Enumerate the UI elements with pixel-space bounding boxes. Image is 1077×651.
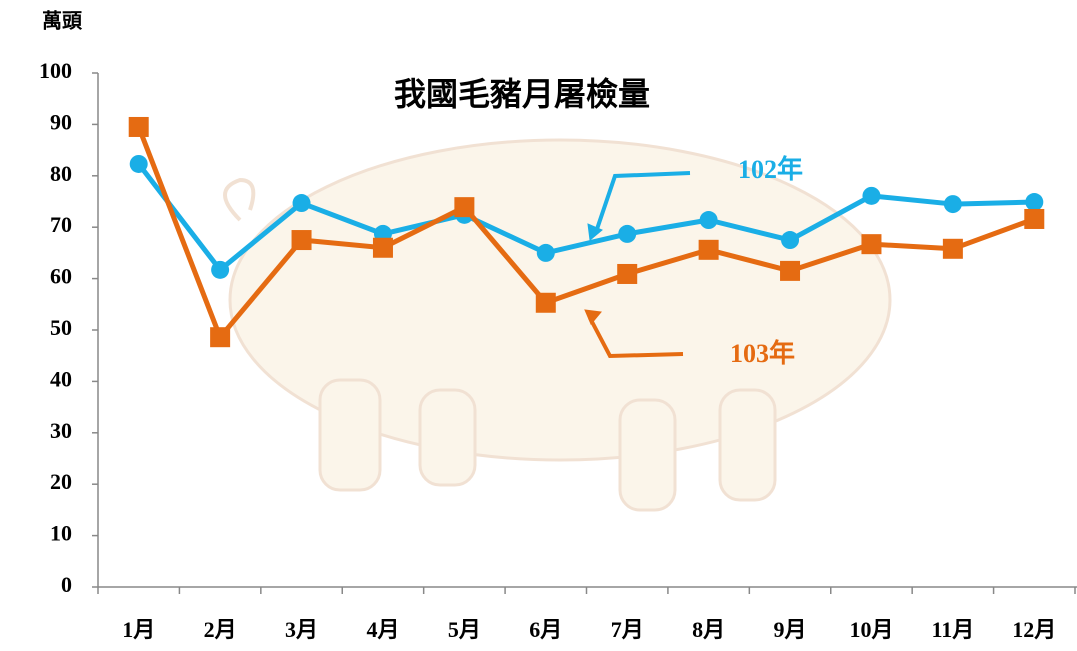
- series-label: 102年: [738, 154, 803, 184]
- y-tick-label: 60: [50, 264, 72, 289]
- x-tick-label: 11月: [931, 617, 974, 642]
- marker: [292, 194, 311, 213]
- x-tick-label: 8月: [692, 617, 725, 642]
- y-tick-label: 10: [50, 521, 72, 546]
- marker: [535, 292, 556, 313]
- x-tick-label: 2月: [204, 617, 237, 642]
- marker: [943, 195, 962, 214]
- y-tick-label: 40: [50, 366, 72, 391]
- marker: [780, 260, 801, 281]
- x-tick-label: 3月: [285, 617, 318, 642]
- chart-title: 我國毛豬月屠檢量: [394, 75, 650, 113]
- x-tick-label: 1月: [122, 617, 155, 642]
- y-axis-label: 萬頭: [42, 9, 83, 33]
- x-tick-label: 6月: [529, 617, 562, 642]
- y-tick-label: 80: [50, 161, 72, 186]
- marker: [1024, 208, 1045, 229]
- marker: [454, 197, 475, 218]
- series-line: [136, 126, 1036, 340]
- marker: [942, 238, 963, 259]
- series-label: 103年: [730, 338, 795, 368]
- marker: [372, 237, 393, 258]
- marker: [699, 211, 718, 230]
- marker: [210, 327, 231, 348]
- x-tick-label: 9月: [774, 617, 807, 642]
- x-tick-label: 5月: [448, 617, 481, 642]
- marker: [618, 224, 637, 243]
- x-tick-label: 4月: [366, 617, 399, 642]
- x-tick-label: 10月: [849, 617, 893, 642]
- marker: [1025, 193, 1044, 212]
- marker: [211, 260, 230, 279]
- y-tick-label: 100: [39, 58, 72, 83]
- y-tick-label: 50: [50, 315, 72, 340]
- marker: [617, 263, 638, 284]
- y-tick-label: 0: [61, 572, 72, 597]
- marker: [862, 186, 881, 205]
- y-tick-label: 70: [50, 212, 72, 237]
- marker: [536, 243, 555, 262]
- pig-background: [223, 138, 892, 512]
- y-tick-label: 20: [50, 469, 72, 494]
- annotation-arrow: [584, 171, 691, 359]
- y-tick-label: 90: [50, 109, 72, 134]
- y-tick-label: 30: [50, 418, 72, 443]
- marker: [861, 234, 882, 255]
- marker: [129, 154, 148, 173]
- x-tick-label: 7月: [611, 617, 644, 642]
- series-line: [136, 162, 1035, 273]
- marker: [128, 116, 149, 137]
- marker: [291, 230, 312, 251]
- marker: [781, 231, 800, 250]
- x-tick-label: 12月: [1012, 617, 1056, 642]
- marker: [698, 239, 719, 260]
